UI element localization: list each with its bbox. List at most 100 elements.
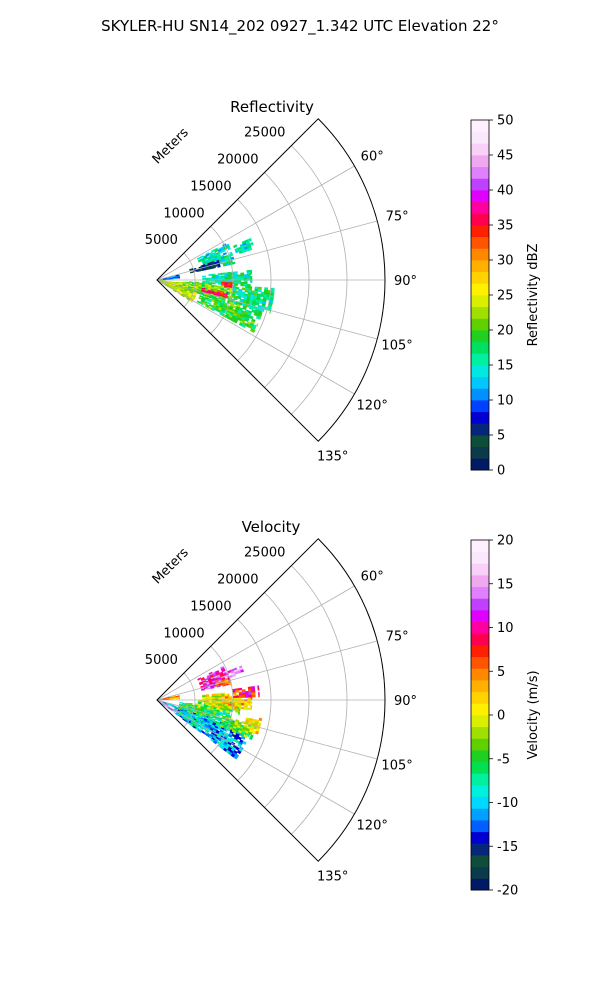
data-cell <box>269 310 272 314</box>
colorbar-segment <box>471 703 489 716</box>
data-cell <box>210 307 216 312</box>
range-tick-label: 25000 <box>244 546 285 561</box>
colorbar-segment <box>471 423 489 436</box>
colorbar-tick-label: 35 <box>497 219 514 234</box>
colorbar-segment <box>471 668 489 681</box>
data-cell <box>163 278 168 280</box>
azimuth-spoke <box>156 585 355 701</box>
data-cell <box>235 689 240 693</box>
data-cell <box>256 323 259 327</box>
velocity-title: Velocity <box>242 518 301 536</box>
azimuth-tick-label: 75° <box>386 210 409 225</box>
data-cell <box>271 303 273 307</box>
data-cell <box>249 315 254 320</box>
colorbar-segment <box>471 341 489 354</box>
azimuth-tick-label: 60° <box>361 150 384 165</box>
velocity-range-ticks: 5000 10000 15000 20000 25000 <box>145 546 286 669</box>
data-cell <box>200 704 205 707</box>
data-cell <box>198 720 202 723</box>
colorbar-segment <box>471 831 489 844</box>
reflectivity-panel: Reflectivity 5000 10000 15000 20000 25000 60… <box>145 98 541 479</box>
data-cell <box>172 277 177 280</box>
colorbar-segment <box>471 178 489 191</box>
colorbar-segment <box>471 621 489 634</box>
velocity-azimuth-ticks: 60° 75° 90° 105° 120° 135° <box>317 570 417 885</box>
data-cell <box>234 706 239 709</box>
colorbar-segment <box>471 120 489 133</box>
colorbar-tick-label: 50 <box>497 114 514 129</box>
data-cell <box>197 702 202 705</box>
data-cell <box>248 694 253 698</box>
range-tick-label: 5000 <box>145 233 178 248</box>
data-cell <box>215 281 219 284</box>
data-cell <box>199 726 204 731</box>
data-cell <box>208 282 213 285</box>
data-cell <box>201 688 206 691</box>
range-tick-label: 15000 <box>190 179 231 194</box>
data-cell <box>247 703 252 707</box>
data-cell <box>209 707 214 711</box>
azimuth-tick-label: 90° <box>394 694 417 709</box>
data-cell <box>222 252 227 256</box>
colorbar-tick-label: -5 <box>497 752 510 767</box>
colorbar-segment <box>471 551 489 564</box>
azimuth-spoke <box>156 279 355 395</box>
velocity-colorbar-label: Velocity (m/s) <box>526 670 541 759</box>
data-cell <box>214 702 219 705</box>
velocity-grid <box>156 538 386 862</box>
data-cell <box>241 287 246 291</box>
data-cell <box>257 288 262 293</box>
colorbar-segment <box>471 645 489 658</box>
data-cell <box>197 704 202 707</box>
data-cell <box>210 686 215 689</box>
colorbar-segment <box>471 318 489 331</box>
colorbar-segment <box>471 213 489 226</box>
reflectivity-colorbar: 0 5 10 15 20 25 30 35 40 45 50 <box>470 114 514 479</box>
data-cell <box>237 296 242 300</box>
azimuth-tick-label: 75° <box>386 630 409 645</box>
data-cell <box>179 702 184 704</box>
data-cell <box>166 278 170 280</box>
reflectivity-colorbar-label: Reflectivity dBZ <box>526 244 541 347</box>
colorbar-tick-label: 0 <box>497 709 505 724</box>
azimuth-tick-label: 105° <box>381 338 412 353</box>
reflectivity-grid <box>156 118 386 442</box>
data-cell <box>202 280 207 283</box>
azimuth-tick-label: 120° <box>357 818 388 833</box>
data-cell <box>221 249 226 253</box>
data-cell <box>205 695 210 698</box>
colorbar-segment <box>471 353 489 366</box>
data-cell <box>222 683 227 687</box>
colorbar-tick-label: 20 <box>497 534 514 549</box>
data-cell <box>272 298 274 302</box>
colorbar-segment <box>471 726 489 739</box>
data-cell <box>202 695 207 698</box>
data-cell <box>237 736 242 741</box>
data-cell <box>203 706 208 710</box>
data-cell <box>250 280 253 283</box>
velocity-range-label: Meters <box>150 545 192 587</box>
azimuth-spoke <box>156 220 378 281</box>
range-tick-label: 15000 <box>190 599 231 614</box>
reflectivity-data <box>156 237 275 334</box>
data-cell <box>242 695 247 698</box>
reflectivity-azimuth-ticks: 60° 75° 90° 105° 120° 135° <box>317 150 417 465</box>
colorbar-segment <box>471 365 489 378</box>
colorbar-segment <box>471 376 489 389</box>
data-cell <box>240 706 245 710</box>
data-cell <box>258 694 260 698</box>
data-cell <box>257 687 260 691</box>
reflectivity-range-ticks: 5000 10000 15000 20000 25000 <box>145 126 286 249</box>
data-cell <box>184 718 189 722</box>
data-cell <box>243 734 248 738</box>
data-cell <box>188 704 193 707</box>
data-cell <box>206 301 211 305</box>
data-cell <box>221 701 226 704</box>
data-cell <box>250 707 253 711</box>
data-cell <box>229 253 234 257</box>
data-cell <box>199 255 204 259</box>
range-tick-label: 10000 <box>163 626 204 641</box>
data-cell <box>195 724 200 728</box>
data-cell <box>233 755 238 760</box>
colorbar-segment <box>471 540 489 553</box>
